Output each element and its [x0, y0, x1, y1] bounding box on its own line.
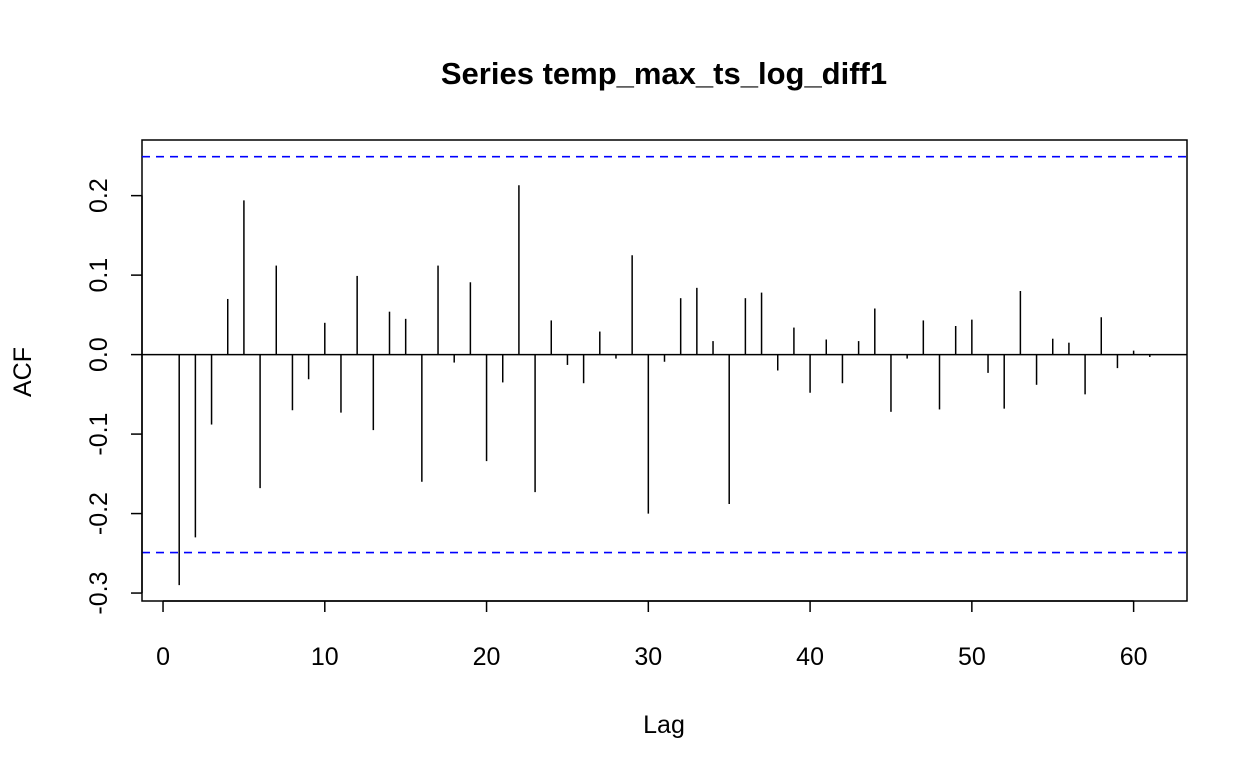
y-axis: -0.3 -0.2 -0.1 0.0 0.1 0.2 — [85, 178, 143, 615]
x-tick-label: 30 — [634, 643, 662, 671]
y-tick-label: 0.1 — [85, 258, 113, 293]
confidence-bounds — [142, 155, 1187, 554]
y-tick-label: -0.2 — [85, 492, 113, 535]
x-tick-label: 20 — [473, 643, 501, 671]
y-tick-label: -0.3 — [85, 572, 113, 615]
plot-frame — [141, 139, 1188, 602]
x-axis-label: Lag — [643, 711, 685, 739]
x-tick-label: 60 — [1120, 643, 1148, 671]
y-tick-label: 0.2 — [85, 178, 113, 213]
y-tick-label: 0.0 — [85, 337, 113, 372]
y-tick-label: -0.1 — [85, 413, 113, 456]
x-tick-label: 0 — [156, 643, 170, 671]
x-tick-label: 10 — [311, 643, 339, 671]
x-axis: 0 10 20 30 40 50 60 — [156, 600, 1148, 671]
acf-bars — [178, 185, 1151, 586]
y-axis-label: ACF — [9, 347, 37, 397]
x-tick-label: 40 — [796, 643, 824, 671]
x-tick-label: 50 — [958, 643, 986, 671]
chart-title: Series temp_max_ts_log_diff1 — [441, 56, 887, 91]
